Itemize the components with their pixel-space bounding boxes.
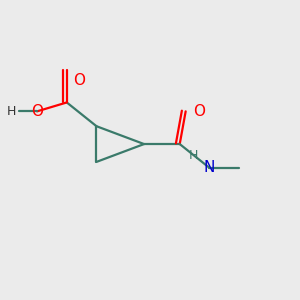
Text: O: O <box>31 104 43 119</box>
Text: H: H <box>7 105 16 118</box>
Text: N: N <box>204 160 215 175</box>
Text: O: O <box>73 73 85 88</box>
Text: H: H <box>188 149 198 162</box>
Text: O: O <box>193 104 205 119</box>
